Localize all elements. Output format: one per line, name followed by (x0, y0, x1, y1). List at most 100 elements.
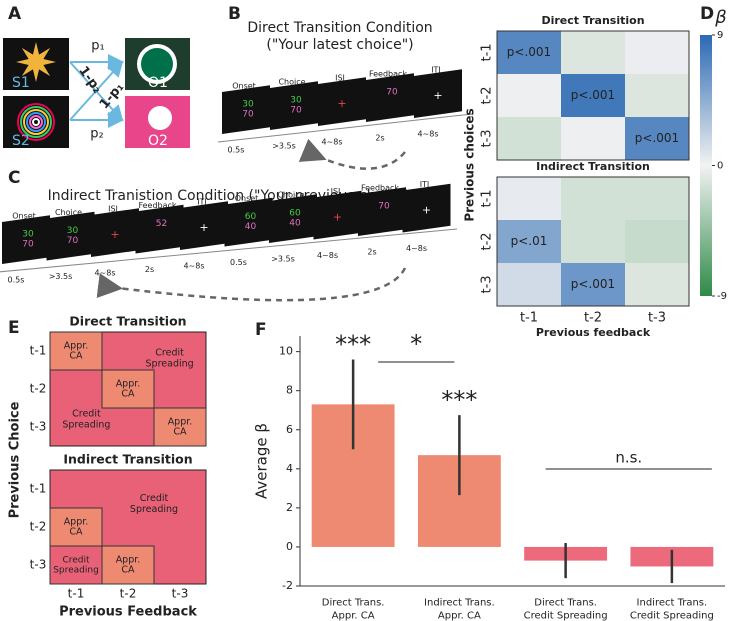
col-label: t-2 (584, 311, 602, 326)
heatmap-cell (625, 263, 689, 306)
col-label: t-3 (172, 587, 189, 601)
heatmap-frame (496, 176, 690, 307)
cell-text: CA (173, 427, 187, 438)
screen (135, 204, 184, 254)
x-tick-label: Direct Trans. (322, 598, 385, 609)
cell-label: p<.001 (571, 88, 615, 102)
fixation: + (433, 89, 442, 102)
y-tick-label: 6 (286, 423, 293, 436)
row-label: t-2 (30, 382, 47, 396)
panel-label: D (700, 4, 714, 24)
row-label: t-1 (480, 43, 495, 61)
screen-number: 40 (289, 219, 301, 229)
cell-text: Credit (155, 348, 184, 359)
screen-label: ISI (331, 187, 341, 196)
stimulus-label: S2 (12, 133, 30, 149)
duration-label: 4~8s (417, 130, 438, 139)
panel-label: C (8, 168, 20, 188)
x-tick-label: Appr. CA (332, 611, 375, 621)
heatmap-cell (497, 74, 561, 117)
appr-cell (153, 407, 207, 447)
panel-subtitle: ("Your latest choice") (266, 37, 413, 53)
screen-number: 30 (242, 100, 254, 110)
cell-text: Credit (140, 493, 169, 504)
x-tick-label: Direct Trans. (534, 598, 597, 609)
heatmap-cell (625, 177, 689, 220)
panel-label: A (8, 4, 22, 24)
y-axis-label: Average β (253, 423, 271, 499)
significance: *** (441, 386, 477, 414)
screen (318, 77, 366, 126)
cell-text: Appr. (64, 341, 89, 352)
y-tick-label: 4 (286, 462, 293, 475)
col-label: t-2 (120, 587, 137, 601)
cell-text: Appr. (116, 379, 141, 390)
panel-title: Direct Transition Condition (247, 20, 432, 36)
screen-number: 52 (156, 219, 167, 229)
screen (222, 85, 270, 134)
duration-label: 4~8s (321, 138, 342, 147)
panel-label: B (228, 4, 241, 24)
row-label: t-3 (480, 275, 495, 293)
y-tick-label: -2 (282, 579, 293, 592)
significance: *** (335, 330, 371, 358)
probability-label: 1-p₂ (75, 64, 104, 97)
fixation: + (333, 211, 342, 224)
dashed-arrow (298, 138, 406, 170)
cell-label: p<.001 (571, 277, 615, 291)
x-axis-label: Previous feedback (536, 326, 651, 339)
cell-text: CA (121, 565, 135, 576)
timeline (0, 228, 458, 273)
fixation: + (422, 204, 431, 217)
screen (402, 183, 451, 233)
screen-label: ITI (197, 198, 207, 207)
heatmap-title: Direct Transition (541, 14, 644, 27)
x-tick-label: Indirect Trans. (637, 598, 708, 609)
probability-label: p₂ (90, 127, 103, 142)
outcome-label: O2 (148, 133, 168, 149)
screen (366, 73, 414, 122)
timeline (217, 113, 473, 143)
cell-text: Spreading (62, 419, 110, 430)
outcome-label: O1 (148, 75, 168, 91)
screen (2, 215, 50, 264)
screen (46, 211, 95, 261)
fixation: + (199, 221, 208, 234)
stimulus-icon (26, 112, 46, 132)
transition-arrow (69, 60, 124, 121)
fixation: + (110, 228, 119, 241)
screen-label: ISI (108, 205, 118, 214)
row-label: t-1 (480, 189, 495, 207)
matrix-title: Direct Transition (69, 314, 186, 329)
screen-label: Choice (277, 191, 304, 200)
duration-label: 4~8s (406, 244, 427, 253)
cell-label: p<.01 (511, 234, 548, 248)
screen-label: Onset (12, 212, 36, 221)
spread-cell (49, 545, 103, 585)
y-tick-label: 8 (286, 384, 293, 397)
screen-number: 70 (386, 88, 398, 98)
cell-text: Appr. (116, 555, 141, 566)
screen-label: Choice (55, 208, 82, 217)
stimulus-icon (20, 106, 52, 138)
row-label: t-2 (480, 232, 495, 250)
appr-cell (101, 369, 155, 409)
heatmap-cell (497, 263, 561, 306)
duration-label: 4~8s (94, 269, 115, 278)
heatmap-cell (625, 220, 689, 263)
appr-cell (49, 331, 103, 371)
heatmap-cell (561, 31, 625, 74)
stimulus-label: S1 (12, 75, 30, 91)
screen (91, 208, 139, 257)
stimulus-icon (29, 115, 43, 129)
heatmap-cell (561, 177, 625, 220)
screen-number: 60 (245, 212, 257, 222)
heatmap-cell (561, 263, 625, 306)
screen-number: 70 (378, 202, 390, 212)
heatmap-cell (497, 117, 561, 160)
outcome-icon (141, 48, 173, 80)
fixation: + (337, 97, 346, 110)
y-tick-label: 0 (286, 540, 293, 553)
duration-label: 0.5s (230, 258, 247, 267)
screen-number: 60 (289, 209, 301, 219)
